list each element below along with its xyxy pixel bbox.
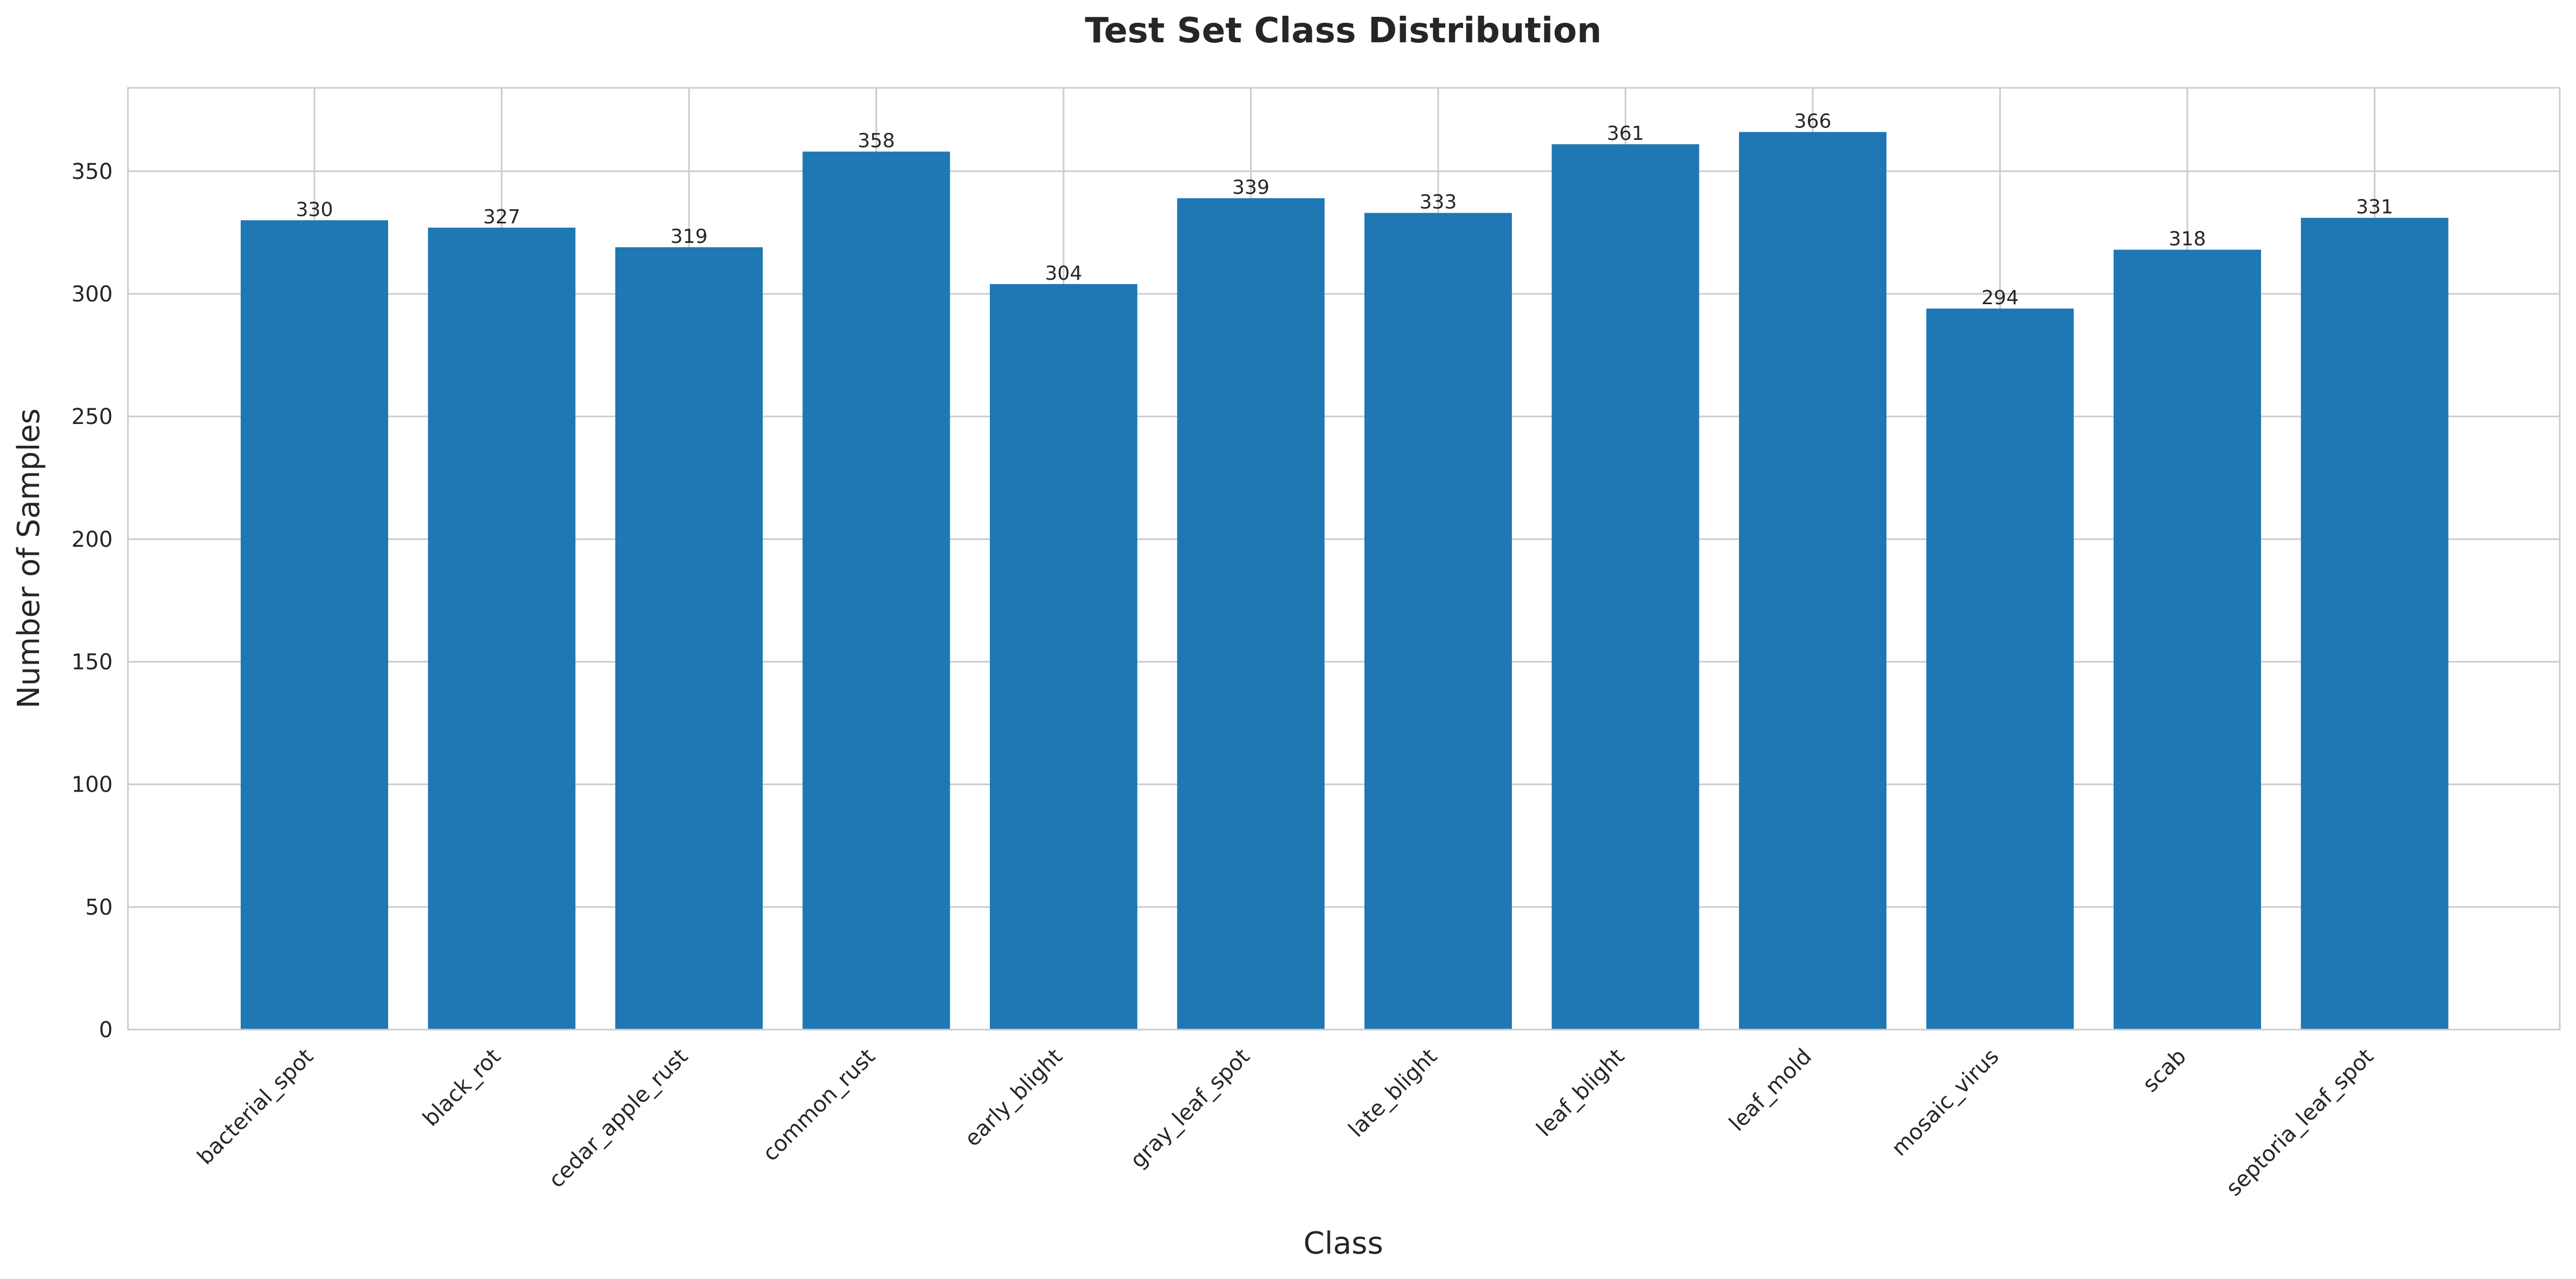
bar-value-label: 333 [1420, 191, 1457, 214]
bar [2114, 249, 2261, 1030]
y-tick-label: 350 [72, 159, 113, 184]
bar [1926, 308, 2074, 1030]
bars [241, 132, 2449, 1030]
bar-value-label: 330 [296, 198, 333, 221]
x-axis-label: Class [1303, 1226, 1383, 1261]
bar [990, 284, 1137, 1030]
bar [1739, 132, 1886, 1030]
bar [1177, 198, 1325, 1030]
y-tick-label: 200 [72, 527, 113, 552]
bar [615, 247, 763, 1030]
x-tick-label: cedar_apple_rust [544, 1044, 693, 1193]
x-tick-label: early_blight [960, 1044, 1067, 1152]
bar-value-label: 327 [483, 206, 520, 228]
bar-value-label: 339 [1232, 177, 1270, 199]
y-tick-label: 100 [72, 773, 113, 798]
bar [428, 227, 576, 1030]
y-tick-label: 50 [85, 895, 113, 920]
bar [802, 151, 950, 1030]
y-tick-label: 0 [99, 1018, 113, 1043]
bar [241, 220, 388, 1030]
plot-frame [127, 87, 2561, 1031]
x-tick-label: gray_leaf_spot [1125, 1044, 1254, 1173]
y-axis-label: Number of Samples [11, 408, 47, 709]
x-tick-label: common_rust [758, 1044, 880, 1166]
bar [2301, 217, 2449, 1030]
x-tick-label: mosaic_virus [1887, 1044, 2004, 1161]
y-tick-label: 300 [72, 282, 113, 307]
x-tick-label: septoria_leaf_spot [2221, 1044, 2379, 1201]
bar-value-label: 366 [1794, 110, 1832, 132]
x-tick-label: black_rot [418, 1044, 505, 1132]
bar-value-label: 361 [1607, 123, 1644, 145]
bar-value-label: 294 [1981, 287, 2019, 309]
y-axis-ticks: 0 50 100 150 200 250 300 350 [72, 159, 113, 1043]
x-tick-label: scab [2138, 1044, 2191, 1097]
x-axis-ticks: bacterial_spot black_rot cedar_apple_rust c… [192, 1044, 2378, 1201]
bar [1551, 144, 1699, 1030]
bar [1364, 213, 1512, 1030]
bar-value-labels: 330 327 319 358 304 339 333 361 366 294 318 331 [296, 110, 2393, 309]
x-tick-label: late_blight [1344, 1044, 1442, 1142]
bar-value-label: 358 [858, 130, 895, 152]
bar-value-label: 304 [1045, 262, 1083, 285]
y-tick-label: 150 [72, 650, 113, 674]
x-tick-label: bacterial_spot [192, 1044, 318, 1170]
bar-value-label: 319 [671, 226, 708, 248]
y-tick-label: 250 [72, 404, 113, 429]
bar-value-label: 331 [2356, 196, 2393, 218]
bar-value-label: 318 [2169, 228, 2206, 250]
chart-title: Test Set Class Distribution [1085, 11, 1601, 51]
x-tick-label: leaf_blight [1532, 1044, 1630, 1142]
x-tick-label: leaf_mold [1724, 1044, 1817, 1136]
